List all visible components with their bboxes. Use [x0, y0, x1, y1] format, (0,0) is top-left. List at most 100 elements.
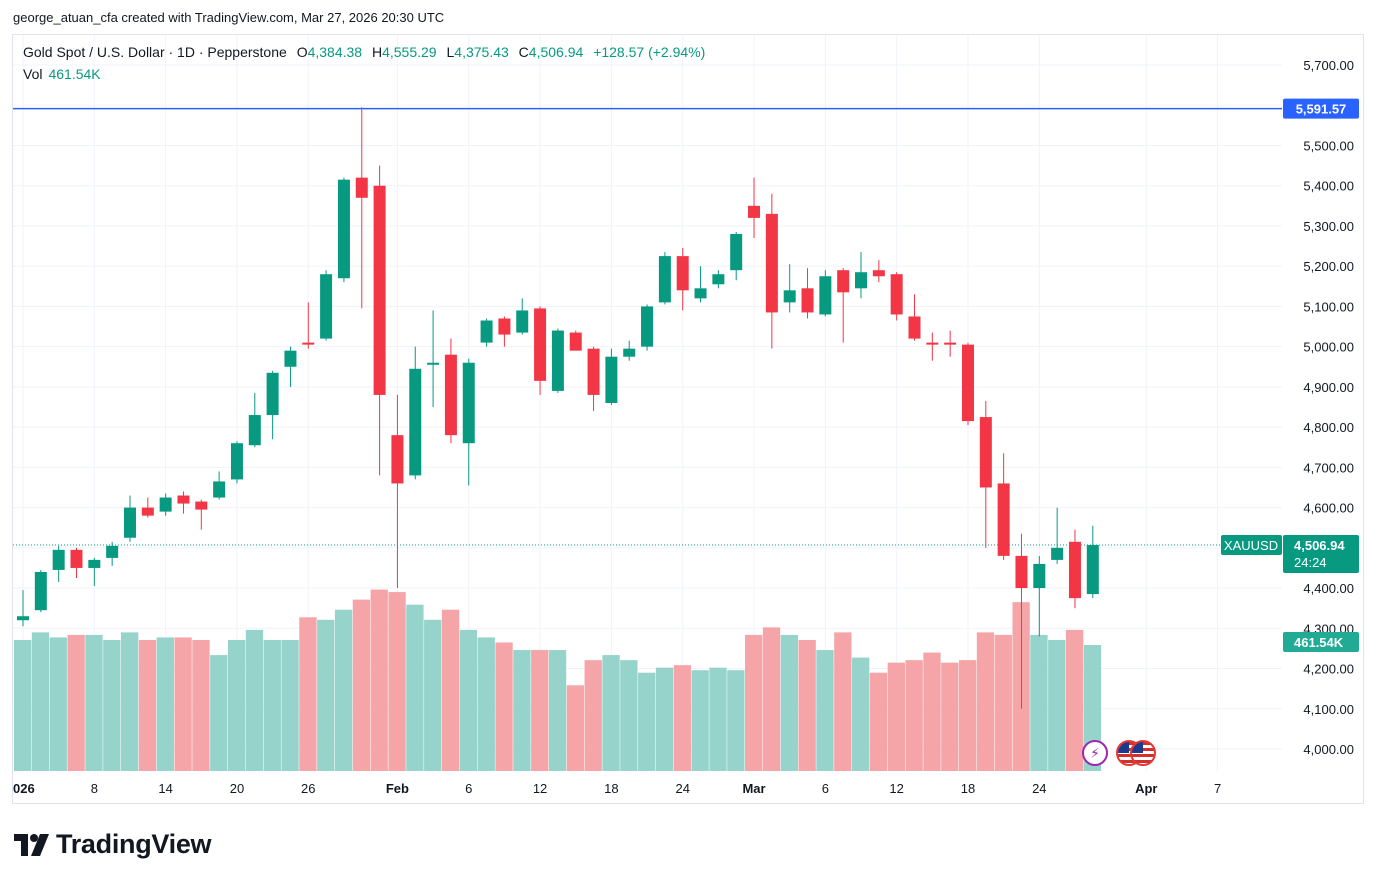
volume-bar	[67, 634, 85, 771]
time-axis-label: Apr	[1135, 781, 1157, 796]
candle-body	[748, 205, 761, 218]
tradingview-logo: TradingView	[14, 829, 212, 860]
volume-legend[interactable]: Vol 461.54K	[23, 66, 101, 82]
symbol-tag	[1221, 535, 1282, 556]
volume-bar	[548, 650, 567, 771]
symbol-description[interactable]: Gold Spot / U.S. Dollar · 1D · Peppersto…	[23, 44, 287, 60]
volume-bar	[762, 627, 781, 771]
volume-bar	[245, 629, 264, 771]
ohlc-legend[interactable]: Gold Spot / U.S. Dollar · 1D · Peppersto…	[23, 44, 705, 60]
candle-body	[141, 507, 154, 516]
volume-bar	[459, 629, 478, 771]
price-axis-label: 5,100.00	[1303, 299, 1354, 314]
candle-body	[391, 435, 404, 484]
volume-tag	[1283, 632, 1359, 652]
candle-body	[944, 342, 957, 345]
volume-bar	[174, 637, 192, 771]
time-axis-label: 6	[822, 781, 829, 796]
volume-bar	[976, 632, 995, 771]
volume-bar	[620, 660, 638, 771]
candle-body	[623, 348, 636, 357]
candle-body	[480, 320, 493, 343]
time-axis-label: 18	[961, 781, 975, 796]
candle-body	[658, 256, 671, 303]
volume-bar	[103, 639, 121, 771]
logo-text: TradingView	[56, 829, 212, 859]
open-value: 4,384.38	[307, 44, 363, 60]
volume-bar	[709, 667, 727, 771]
volume-bar	[495, 642, 513, 771]
candle-body	[694, 288, 707, 299]
candle-body	[997, 483, 1010, 556]
horizontal-level-value: 5,591.57	[1296, 102, 1347, 117]
close-label: C	[518, 44, 529, 60]
us-flag-event-icon-2[interactable]	[1130, 740, 1156, 766]
bar-countdown: 24:24	[1294, 555, 1327, 570]
open-label: O	[296, 44, 308, 60]
candle-body	[516, 310, 529, 333]
candle-body	[605, 356, 618, 403]
chart-frame[interactable]	[12, 34, 1364, 804]
tradingview-logo-icon	[14, 833, 49, 856]
time-axis-label: Mar	[742, 781, 765, 796]
volume-bar	[513, 650, 531, 771]
candle-body	[979, 417, 992, 488]
chart-caption: george_atuan_cfa created with TradingVie…	[13, 10, 445, 25]
volume-bar	[85, 634, 103, 771]
volume-bar	[673, 665, 692, 771]
candle-body	[462, 362, 475, 444]
time-axis-label: 26	[301, 781, 315, 796]
volume-tag-value: 461.54K	[1294, 635, 1344, 650]
candle-body	[177, 495, 190, 504]
candle-body	[444, 354, 457, 436]
time-axis-label: 6	[465, 781, 472, 796]
volume-bar	[227, 639, 246, 771]
candle-body	[1015, 555, 1028, 589]
price-axis-label: 4,400.00	[1303, 581, 1354, 596]
time-axis-label: 20	[230, 781, 244, 796]
volume-bar	[1065, 629, 1084, 771]
candle-body	[569, 332, 582, 351]
horizontal-level-tag	[1283, 98, 1359, 119]
time-axis-label: 12	[889, 781, 903, 796]
volume-bar	[477, 637, 495, 771]
volume-bar	[834, 632, 852, 771]
price-axis-label: 5,700.00	[1303, 58, 1354, 73]
volume-bar	[120, 632, 139, 771]
volume-bar	[1030, 634, 1048, 771]
candle-body	[801, 288, 814, 313]
candle-body	[1068, 541, 1081, 599]
candle-body	[783, 290, 796, 303]
price-axis-label: 4,900.00	[1303, 380, 1354, 395]
candle-body	[88, 559, 101, 568]
volume-bar	[192, 639, 210, 771]
candle-body	[1051, 547, 1064, 560]
volume-bar	[1048, 639, 1066, 771]
candle-body	[819, 276, 832, 315]
candle-body	[498, 318, 511, 335]
volume-bar	[424, 619, 442, 771]
volume-bar	[816, 650, 834, 771]
candle-body	[730, 233, 743, 271]
volume-bar	[388, 592, 406, 771]
candle-body	[587, 348, 600, 395]
candle-body	[70, 549, 83, 568]
price-axis-label: 5,400.00	[1303, 179, 1354, 194]
candle-body	[302, 342, 315, 345]
time-axis-label: Feb	[386, 781, 409, 796]
volume-bar	[334, 609, 353, 771]
high-label: H	[371, 44, 383, 60]
volume-bar	[263, 639, 281, 771]
candle-body	[123, 507, 136, 538]
last-price-tag	[1283, 535, 1359, 574]
time-axis-label: 18	[604, 781, 618, 796]
volume-bar	[441, 609, 460, 771]
volume-value: 461.54K	[48, 66, 101, 82]
lightning-event-icon[interactable]: ⚡	[1082, 740, 1108, 766]
price-axis-label: 5,300.00	[1303, 219, 1354, 234]
candle-body	[908, 316, 921, 339]
candle-body	[17, 616, 29, 621]
candle-body	[1033, 563, 1046, 589]
candle-body	[855, 272, 868, 289]
